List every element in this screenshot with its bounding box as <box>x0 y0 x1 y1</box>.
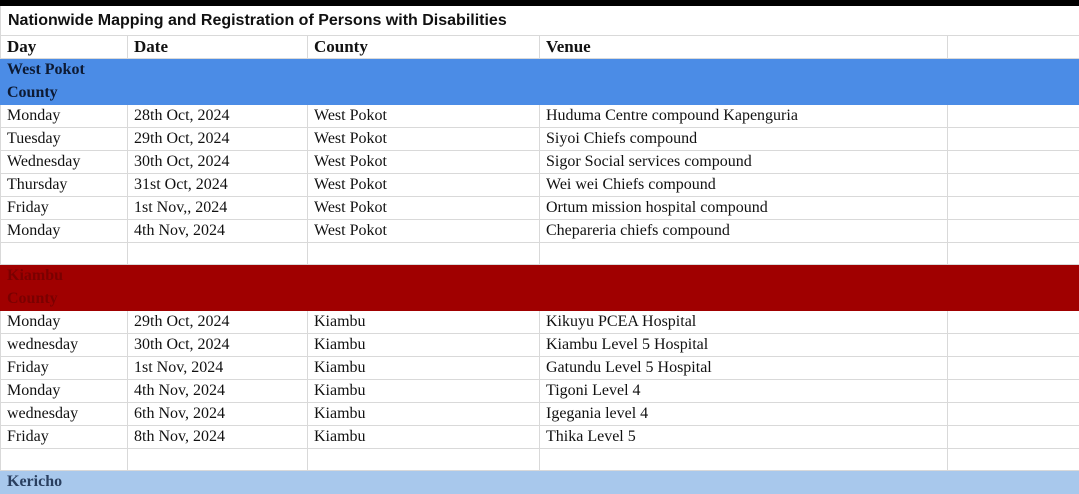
cell-date: 29th Oct, 2024 <box>128 311 308 334</box>
sheet-title: Nationwide Mapping and Registration of P… <box>1 6 1079 36</box>
cell-county: Kiambu <box>308 426 540 449</box>
table-row: Friday 1st Nov,, 2024 West Pokot Ortum m… <box>1 197 1079 220</box>
table-row: Monday 29th Oct, 2024 Kiambu Kikuyu PCEA… <box>1 311 1079 334</box>
cell-county: Kiambu <box>308 357 540 380</box>
cell-day: Friday <box>1 197 128 220</box>
section-header-kiambu: Kiambu <box>1 265 1079 288</box>
section-label-line1: Kericho <box>1 471 128 494</box>
cell-date: 4th Nov, 2024 <box>128 220 308 243</box>
table-row: Tuesday 29th Oct, 2024 West Pokot Siyoi … <box>1 128 1079 151</box>
table-row: Monday 4th Nov, 2024 Kiambu Tigoni Level… <box>1 380 1079 403</box>
cell-venue: Gatundu Level 5 Hospital <box>540 357 948 380</box>
cell-day: Thursday <box>1 174 128 197</box>
cell-county: Kiambu <box>308 403 540 426</box>
section-label-line1: Kiambu <box>1 265 128 288</box>
table-row: wednesday 6th Nov, 2024 Kiambu Igegania … <box>1 403 1079 426</box>
header-county: County <box>308 36 540 59</box>
cell-date: 4th Nov, 2024 <box>128 380 308 403</box>
cell-county: West Pokot <box>308 220 540 243</box>
header-row: Day Date County Venue <box>1 36 1079 59</box>
cell-venue: Chepareria chiefs compound <box>540 220 948 243</box>
cell-day: Wednesday <box>1 151 128 174</box>
header-venue: Venue <box>540 36 948 59</box>
cell-venue: Wei wei Chiefs compound <box>540 174 948 197</box>
cell-date: 8th Nov, 2024 <box>128 426 308 449</box>
cell-date: 31st Oct, 2024 <box>128 174 308 197</box>
blank-row <box>1 449 1079 471</box>
cell-venue: Huduma Centre compound Kapenguria <box>540 105 948 128</box>
cell-day: Friday <box>1 357 128 380</box>
section-header-kericho: Kericho <box>1 471 1079 494</box>
cell-county: Kiambu <box>308 311 540 334</box>
header-date: Date <box>128 36 308 59</box>
cell-date: 28th Oct, 2024 <box>128 105 308 128</box>
table-row: Friday 1st Nov, 2024 Kiambu Gatundu Leve… <box>1 357 1079 380</box>
section-header-kiambu-cont: County <box>1 288 1079 311</box>
cell-county: Kiambu <box>308 334 540 357</box>
cell-day: Monday <box>1 311 128 334</box>
cell-day: Friday <box>1 426 128 449</box>
cell-date: 1st Nov,, 2024 <box>128 197 308 220</box>
table-row: wednesday 30th Oct, 2024 Kiambu Kiambu L… <box>1 334 1079 357</box>
cell-venue: Igegania level 4 <box>540 403 948 426</box>
section-header-west-pokot: West Pokot <box>1 59 1079 82</box>
cell-date: 6th Nov, 2024 <box>128 403 308 426</box>
table-row: Thursday 31st Oct, 2024 West Pokot Wei w… <box>1 174 1079 197</box>
cell-county: West Pokot <box>308 105 540 128</box>
header-empty <box>948 36 1079 59</box>
section-label-line2: County <box>1 288 128 311</box>
title-row: Nationwide Mapping and Registration of P… <box>1 6 1079 36</box>
cell-county: Kiambu <box>308 380 540 403</box>
table-row: Friday 8th Nov, 2024 Kiambu Thika Level … <box>1 426 1079 449</box>
header-day: Day <box>1 36 128 59</box>
cell-day: Monday <box>1 380 128 403</box>
cell-county: West Pokot <box>308 151 540 174</box>
cell-date: 1st Nov, 2024 <box>128 357 308 380</box>
section-header-west-pokot-cont: County <box>1 82 1079 105</box>
cell-day: Monday <box>1 220 128 243</box>
table-row: Monday 28th Oct, 2024 West Pokot Huduma … <box>1 105 1079 128</box>
section-label-line1: West Pokot <box>1 59 128 82</box>
cell-venue: Tigoni Level 4 <box>540 380 948 403</box>
schedule-table: Nationwide Mapping and Registration of P… <box>0 6 1079 494</box>
blank-row <box>1 243 1079 265</box>
cell-day: wednesday <box>1 334 128 357</box>
table-row: Wednesday 30th Oct, 2024 West Pokot Sigo… <box>1 151 1079 174</box>
cell-date: 29th Oct, 2024 <box>128 128 308 151</box>
cell-venue: Thika Level 5 <box>540 426 948 449</box>
cell-venue: Sigor Social services compound <box>540 151 948 174</box>
cell-venue: Kikuyu PCEA Hospital <box>540 311 948 334</box>
cell-day: Monday <box>1 105 128 128</box>
cell-county: West Pokot <box>308 174 540 197</box>
cell-date: 30th Oct, 2024 <box>128 334 308 357</box>
cell-venue: Siyoi Chiefs compound <box>540 128 948 151</box>
cell-county: West Pokot <box>308 197 540 220</box>
cell-venue: Ortum mission hospital compound <box>540 197 948 220</box>
schedule-body: Nationwide Mapping and Registration of P… <box>1 6 1079 494</box>
cell-day: wednesday <box>1 403 128 426</box>
cell-day: Tuesday <box>1 128 128 151</box>
table-row: Monday 4th Nov, 2024 West Pokot Cheparer… <box>1 220 1079 243</box>
cell-venue: Kiambu Level 5 Hospital <box>540 334 948 357</box>
section-label-line2: County <box>1 82 128 105</box>
cell-date: 30th Oct, 2024 <box>128 151 308 174</box>
cell-county: West Pokot <box>308 128 540 151</box>
